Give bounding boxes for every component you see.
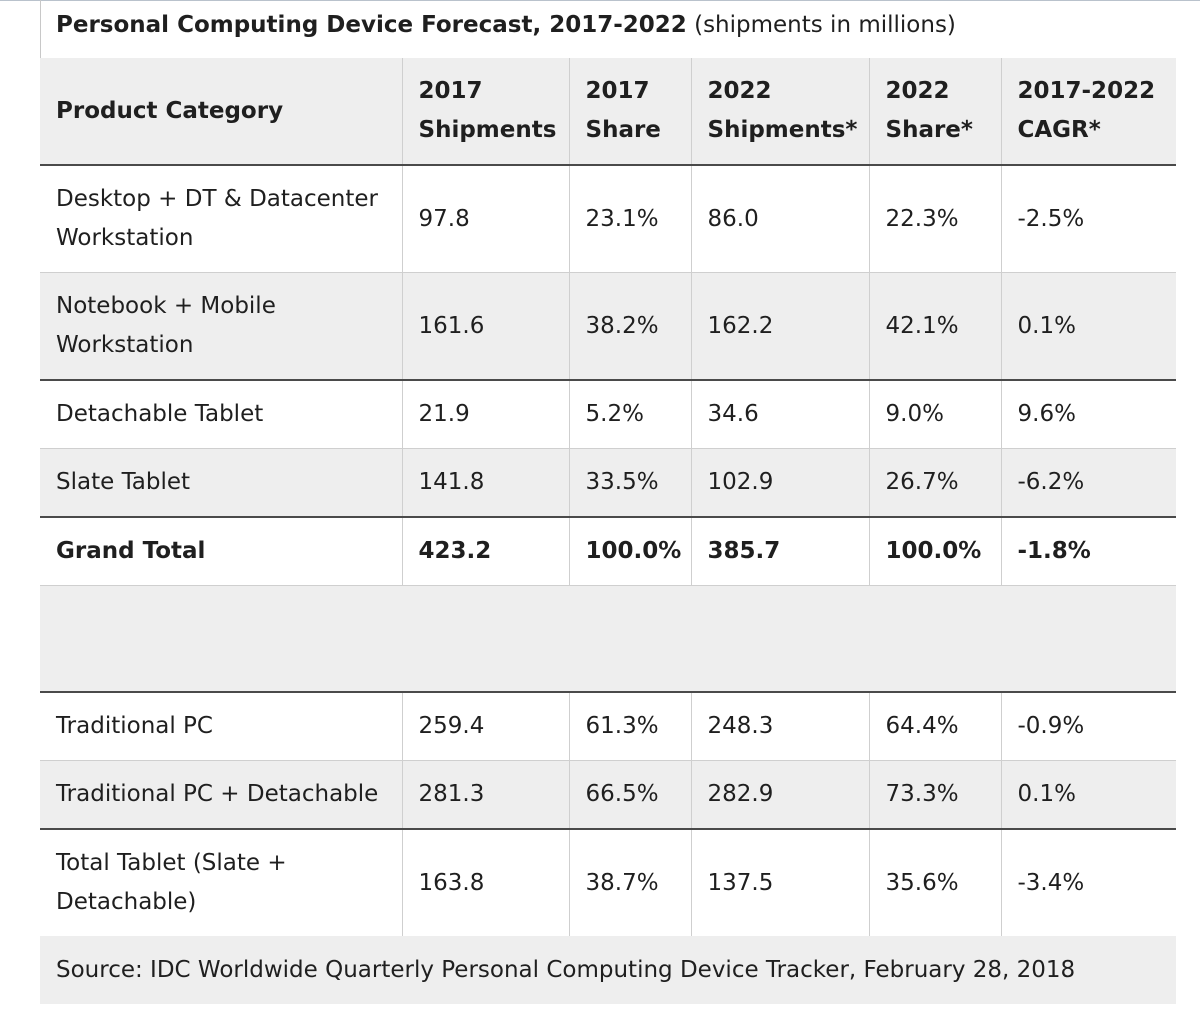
value-cell: 0.1% [1000, 272, 1176, 381]
value-cell: 281.3 [401, 760, 569, 830]
value-cell: 61.3% [568, 692, 691, 761]
value-cell: 9.6% [1000, 380, 1176, 449]
value-cell: 100.0% [568, 517, 691, 586]
value-cell: 35.6% [868, 829, 1001, 937]
category-cell: Total Tablet (Slate + Detachable) [40, 829, 402, 937]
source-note: Source: IDC Worldwide Quarterly Personal… [40, 936, 1176, 1004]
value-cell: 9.0% [868, 380, 1001, 449]
value-cell: 22.3% [868, 165, 1001, 273]
category-cell: Grand Total [40, 517, 402, 586]
top-rule [0, 0, 1200, 1]
header-cell: 2022 Shipments* [690, 58, 869, 166]
header-cell: 2017 Share [568, 58, 691, 166]
forecast-table: Product Category 2017 Shipments 2017 Sha… [40, 58, 1176, 937]
value-cell: 163.8 [401, 829, 569, 937]
category-cell: Traditional PC [40, 692, 402, 761]
value-cell: 42.1% [868, 272, 1001, 381]
value-cell: -1.8% [1000, 517, 1176, 586]
value-cell: 137.5 [690, 829, 869, 937]
category-cell: Notebook + Mobile Workstation [40, 272, 402, 381]
spacer-cell [40, 585, 1176, 693]
table-title: Personal Computing Device Forecast, 2017… [56, 12, 687, 38]
value-cell: 100.0% [868, 517, 1001, 586]
value-cell: 97.8 [401, 165, 569, 273]
value-cell: 248.3 [690, 692, 869, 761]
table-row: Notebook + Mobile Workstation 161.6 38.2… [40, 272, 1176, 381]
table-row: Slate Tablet 141.8 33.5% 102.9 26.7% -6.… [40, 448, 1176, 518]
value-cell: 141.8 [401, 448, 569, 518]
table-caption: Personal Computing Device Forecast, 2017… [56, 8, 956, 42]
value-cell: 66.5% [568, 760, 691, 830]
value-cell: 259.4 [401, 692, 569, 761]
header-row: Product Category 2017 Shipments 2017 Sha… [40, 58, 1176, 166]
value-cell: 38.2% [568, 272, 691, 381]
table-row: Traditional PC 259.4 61.3% 248.3 64.4% -… [40, 692, 1176, 761]
value-cell: 34.6 [690, 380, 869, 449]
value-cell: 38.7% [568, 829, 691, 937]
value-cell: 86.0 [690, 165, 869, 273]
table-subtitle: (shipments in millions) [694, 12, 956, 38]
category-cell: Slate Tablet [40, 448, 402, 518]
value-cell: 423.2 [401, 517, 569, 586]
value-cell: 64.4% [868, 692, 1001, 761]
header-cell: 2022 Share* [868, 58, 1001, 166]
category-cell: Traditional PC + Detachable [40, 760, 402, 830]
table-row: Detachable Tablet 21.9 5.2% 34.6 9.0% 9.… [40, 380, 1176, 449]
spacer-row [40, 585, 1176, 693]
value-cell: 23.1% [568, 165, 691, 273]
value-cell: -0.9% [1000, 692, 1176, 761]
value-cell: 5.2% [568, 380, 691, 449]
category-cell: Detachable Tablet [40, 380, 402, 449]
header-cell: Product Category [40, 58, 402, 166]
value-cell: 162.2 [690, 272, 869, 381]
table-row: Desktop + DT & Datacenter Workstation 97… [40, 165, 1176, 273]
value-cell: 161.6 [401, 272, 569, 381]
value-cell: 73.3% [868, 760, 1001, 830]
header-cell: 2017 Shipments [401, 58, 569, 166]
category-cell: Desktop + DT & Datacenter Workstation [40, 165, 402, 273]
value-cell: 102.9 [690, 448, 869, 518]
table-row: Traditional PC + Detachable 281.3 66.5% … [40, 760, 1176, 830]
table-row: Total Tablet (Slate + Detachable) 163.8 … [40, 829, 1176, 937]
value-cell: -3.4% [1000, 829, 1176, 937]
value-cell: 0.1% [1000, 760, 1176, 830]
value-cell: 282.9 [690, 760, 869, 830]
value-cell: 26.7% [868, 448, 1001, 518]
caption-left-rule [40, 0, 41, 58]
value-cell: 33.5% [568, 448, 691, 518]
value-cell: 21.9 [401, 380, 569, 449]
value-cell: -2.5% [1000, 165, 1176, 273]
header-cell: 2017-2022 CAGR* [1000, 58, 1176, 166]
value-cell: -6.2% [1000, 448, 1176, 518]
value-cell: 385.7 [690, 517, 869, 586]
grand-total-row: Grand Total 423.2 100.0% 385.7 100.0% -1… [40, 517, 1176, 586]
